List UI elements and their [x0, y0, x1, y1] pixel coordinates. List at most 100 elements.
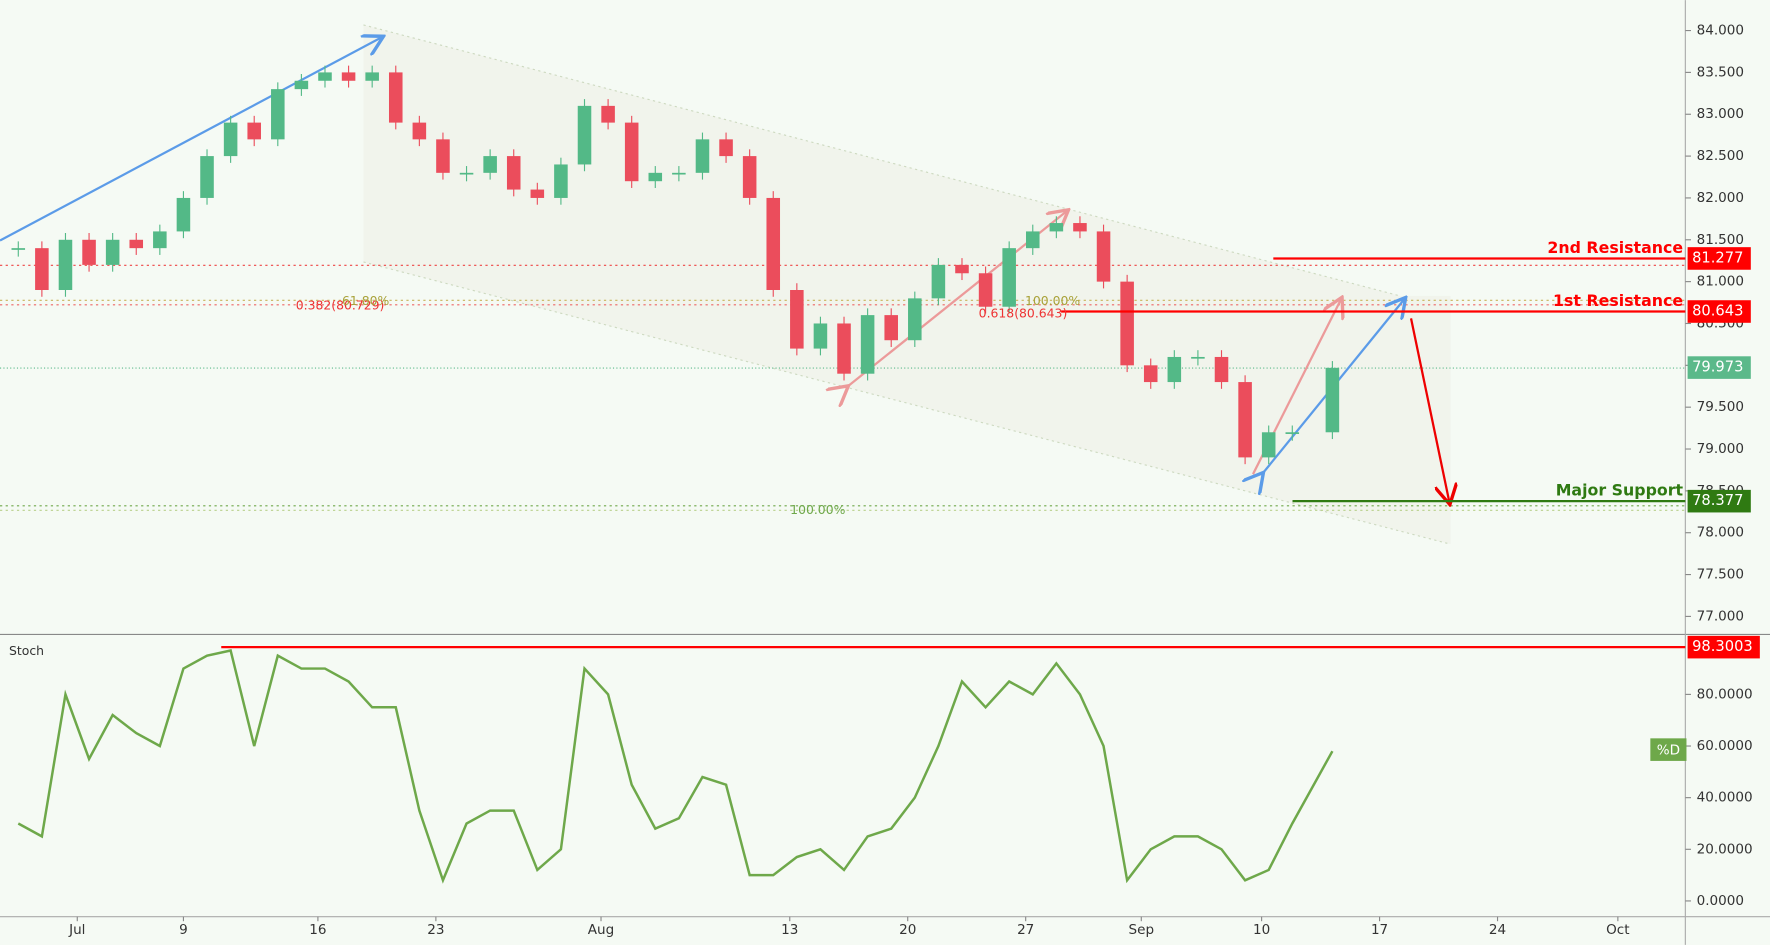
- candle-body: [200, 156, 214, 198]
- candle-body: [1049, 223, 1064, 232]
- y-tick-label: 20.0000: [1697, 841, 1753, 857]
- fib-label: 61.80%: [342, 293, 390, 308]
- y-tick-label: 82.500: [1697, 148, 1744, 164]
- level-name: 1st Resistance: [1553, 291, 1683, 310]
- y-tick-label: 79.000: [1697, 441, 1744, 457]
- candle-body: [766, 197, 781, 291]
- candle-body: [1238, 382, 1252, 458]
- candle-body: [1025, 231, 1040, 249]
- y-tick-label: 60.0000: [1697, 738, 1753, 754]
- candle-body: [318, 72, 332, 81]
- candle-body: [341, 72, 356, 81]
- candle-body: [483, 156, 497, 173]
- candle-body: [1261, 432, 1276, 458]
- y-tick-label: 0.0000: [1697, 893, 1744, 909]
- x-tick-label: 9: [179, 922, 188, 938]
- candle-body: [11, 248, 26, 250]
- candle-body: [294, 80, 309, 90]
- candle-body: [695, 139, 710, 173]
- candle-body: [271, 89, 285, 140]
- candle-body: [1214, 356, 1229, 383]
- candle-body: [1191, 356, 1205, 359]
- level-box: [1687, 247, 1751, 270]
- candle-body: [388, 72, 403, 123]
- level-box: [1687, 300, 1751, 323]
- y-tick-label: 83.000: [1697, 106, 1744, 122]
- candle-body: [672, 172, 686, 175]
- y-tick-label: 77.000: [1697, 608, 1744, 624]
- candle-body: [459, 172, 474, 175]
- x-tick-label: 23: [427, 922, 444, 938]
- candle-body: [412, 122, 427, 140]
- x-tick-label: 16: [309, 922, 326, 938]
- candle-body: [577, 105, 592, 165]
- candle-body: [931, 264, 946, 299]
- candle-body: [153, 231, 167, 249]
- y-tick-label: 79.500: [1697, 399, 1744, 415]
- level-box: [1687, 635, 1760, 659]
- fib-label: 100.00%: [1025, 293, 1080, 308]
- candle-body: [105, 239, 120, 265]
- candle-body: [1096, 231, 1111, 282]
- level-label: 78.377: [1692, 492, 1743, 509]
- level-label: 81.277: [1692, 249, 1743, 266]
- x-tick-label: 13: [781, 922, 798, 938]
- candle-body: [648, 172, 663, 182]
- candle-body: [365, 72, 379, 81]
- candle-body: [1002, 248, 1016, 307]
- candle-body: [978, 273, 993, 307]
- level-label: 80.643: [1692, 303, 1743, 320]
- candle-body: [955, 264, 969, 274]
- candle-body: [742, 156, 757, 198]
- y-tick-label: 81.000: [1697, 274, 1744, 290]
- stoch-line: [17, 649, 1334, 884]
- candle-body: [1325, 367, 1340, 433]
- x-tick-label: 20: [899, 922, 916, 938]
- level-box: [1687, 489, 1751, 513]
- candle-body: [790, 290, 804, 349]
- candle-body: [1073, 223, 1087, 232]
- y-tick-label: 83.500: [1697, 64, 1744, 80]
- level-name: 2nd Resistance: [1547, 238, 1683, 257]
- candle-body: [129, 239, 144, 249]
- x-tick-label: Aug: [588, 922, 614, 938]
- candle-body: [813, 323, 828, 349]
- legend-label: %D: [1657, 743, 1680, 759]
- candle-body: [837, 323, 851, 374]
- x-tick-label: 27: [1017, 922, 1034, 938]
- y-tick-label: 82.000: [1697, 190, 1744, 206]
- candle-body: [601, 105, 615, 123]
- candle-body: [719, 139, 733, 157]
- level-box: [1687, 356, 1751, 379]
- y-tick-label: 81.500: [1697, 232, 1744, 248]
- candle-body: [247, 122, 261, 140]
- candle-body: [554, 164, 568, 198]
- legend-box: [1650, 738, 1687, 761]
- candle-body: [176, 197, 191, 232]
- x-tick-label: Sep: [1129, 922, 1155, 938]
- x-tick-label: 24: [1489, 922, 1506, 938]
- candle-body: [58, 239, 73, 291]
- candle-body: [436, 139, 450, 173]
- y-tick-label: 84.000: [1697, 23, 1744, 39]
- fib-label: 100.00%: [790, 502, 845, 517]
- fib-label: 0.618(80.643): [979, 305, 1068, 320]
- level-label: 98.3003: [1692, 638, 1753, 655]
- candle-body: [884, 315, 898, 341]
- fib-label: 0.382(80.729): [296, 297, 385, 312]
- candle-body: [1167, 356, 1182, 383]
- level-label: 79.973: [1692, 359, 1743, 376]
- candle-body: [1143, 365, 1158, 383]
- level-name: Major Support: [1556, 481, 1684, 500]
- pane-title: Stoch: [9, 643, 44, 658]
- candle-body: [1120, 281, 1134, 366]
- candle-body: [530, 189, 545, 198]
- candle-body: [624, 122, 639, 182]
- x-tick-label: Oct: [1606, 922, 1629, 938]
- candle-body: [35, 248, 49, 291]
- y-tick-label: 80.0000: [1697, 686, 1753, 702]
- candle-body: [860, 315, 875, 374]
